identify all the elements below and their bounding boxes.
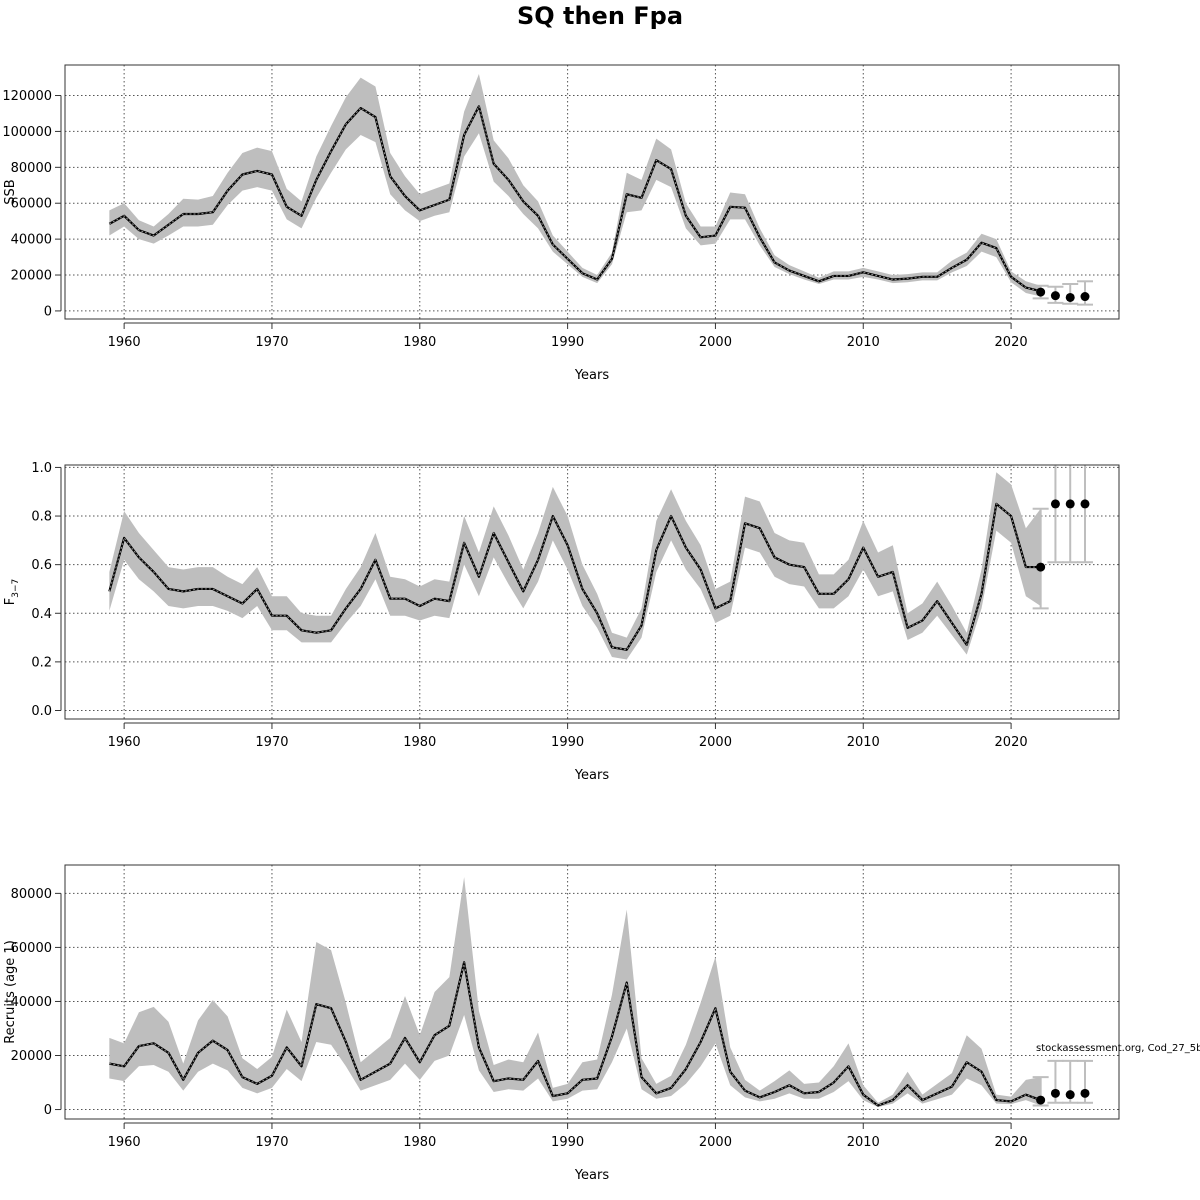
source-credit: stockassessment.org, Cod_27_5b [1036, 1043, 1200, 1054]
ssb-x-tick-label-2020: 2020 [995, 335, 1028, 350]
ssb-y-tick-label-0: 0 [44, 304, 52, 319]
recruits-forecast-point-2022 [1036, 1095, 1046, 1105]
f-y-tick-label-0: 0.0 [31, 704, 52, 719]
f-x-tick-label-1990: 1990 [551, 735, 584, 750]
f-y-tick-label-1: 1.0 [31, 461, 52, 476]
recruits-y-tick-label-0: 0 [44, 1103, 52, 1118]
ssb-x-axis-title: Years [574, 368, 610, 383]
ssb-forecast-point-2025 [1080, 292, 1090, 302]
ssb-y-tick-label-100000: 100000 [2, 125, 52, 140]
ssb-x-tick-label-1980: 1980 [403, 335, 436, 350]
f-forecast-point-2022 [1036, 562, 1046, 572]
ssb-y-tick-label-80000: 80000 [11, 161, 52, 176]
chart-title: SQ then Fpa [516, 2, 684, 30]
f-plot-frame [64, 464, 1120, 720]
recruits-estimate-line-overlay [109, 962, 1041, 1106]
recruits-forecast-point-2023 [1050, 1088, 1060, 1098]
f-forecast-point-2024 [1065, 499, 1075, 509]
f-forecast-point-2023 [1050, 499, 1060, 509]
f-y-tick-label-0.2: 0.2 [31, 655, 52, 670]
recruits-x-axis-title: Years [574, 1168, 610, 1183]
f-y-tick-label-0.8: 0.8 [31, 510, 52, 525]
recruits-y-tick-label-60000: 60000 [11, 941, 52, 956]
f-x-axis-title: Years [574, 768, 610, 783]
f-x-tick-label-2000: 2000 [699, 735, 732, 750]
f-estimate-line-overlay [108, 503, 1041, 651]
recruits-forecast-point-2025 [1080, 1088, 1090, 1098]
ssb-panel: 1960 1970 1980 1990 2000 2010 2020 0 20000 40000 6… [2, 64, 1120, 383]
f-x-tick-label-2020: 2020 [995, 735, 1028, 750]
recruits-x-tick-label-1980: 1980 [403, 1135, 436, 1150]
f-y-axis-subscript: 3−7 [11, 579, 21, 598]
recruits-x-tick-label-2020: 2020 [995, 1135, 1028, 1150]
recruits-y-tick-label-20000: 20000 [11, 1049, 52, 1064]
recruits-x-tick-label-2010: 2010 [847, 1135, 880, 1150]
ssb-y-tick-label-120000: 120000 [2, 89, 52, 104]
ssb-estimate-line [108, 105, 1041, 293]
fishing-mortality-panel: 1960 1970 1980 1990 2000 2010 2020 0.0 0.2 0.4 0.6… [3, 461, 1120, 783]
f-x-tick-label-1970: 1970 [255, 735, 288, 750]
ssb-y-tick-label-60000: 60000 [11, 197, 52, 212]
recruits-forecast-point-2024 [1065, 1090, 1075, 1100]
ssb-y-axis-title: SSB [3, 179, 18, 204]
recruits-x-tick-label-1990: 1990 [551, 1135, 584, 1150]
ssb-x-tick-label-2010: 2010 [847, 335, 880, 350]
ssb-plot-frame [64, 64, 1120, 320]
recruits-plot-frame [64, 864, 1120, 1120]
ssb-x-tick-label-1990: 1990 [551, 335, 584, 350]
recruits-y-tick-label-80000: 80000 [11, 887, 52, 902]
f-y-tick-label-0.4: 0.4 [31, 607, 52, 622]
f-x-tick-label-1980: 1980 [403, 735, 436, 750]
ssb-confidence-band [109, 73, 1041, 297]
f-x-tick-label-2010: 2010 [847, 735, 880, 750]
f-forecast-point-2025 [1080, 499, 1090, 509]
ssb-forecast-point-2023 [1050, 291, 1060, 301]
f-x-tick-label-1960: 1960 [108, 735, 141, 750]
ssb-x-tick-label-2000: 2000 [699, 335, 732, 350]
ssb-forecast-point-2024 [1065, 292, 1075, 302]
f-y-tick-label-0.6: 0.6 [31, 558, 52, 573]
recruits-x-tick-label-1960: 1960 [108, 1135, 141, 1150]
ssb-x-tick-label-1960: 1960 [108, 335, 141, 350]
ssb-y-tick-label-20000: 20000 [11, 269, 52, 284]
recruits-x-tick-label-2000: 2000 [699, 1135, 732, 1150]
recruits-y-axis-title: Recruits (age 1) [3, 940, 18, 1044]
recruits-panel: 1960 1970 1980 1990 2000 2010 2020 0 20000 40000 6… [3, 864, 1120, 1183]
ssb-x-tick-label-1970: 1970 [255, 335, 288, 350]
recruits-y-tick-label-40000: 40000 [11, 995, 52, 1010]
recruits-confidence-band [109, 877, 1041, 1108]
f-y-axis-title: F3−7 [3, 579, 21, 605]
ssb-y-tick-label-40000: 40000 [11, 233, 52, 248]
ssb-forecast-point-2022 [1036, 287, 1046, 297]
recruits-x-tick-label-1970: 1970 [255, 1135, 288, 1150]
